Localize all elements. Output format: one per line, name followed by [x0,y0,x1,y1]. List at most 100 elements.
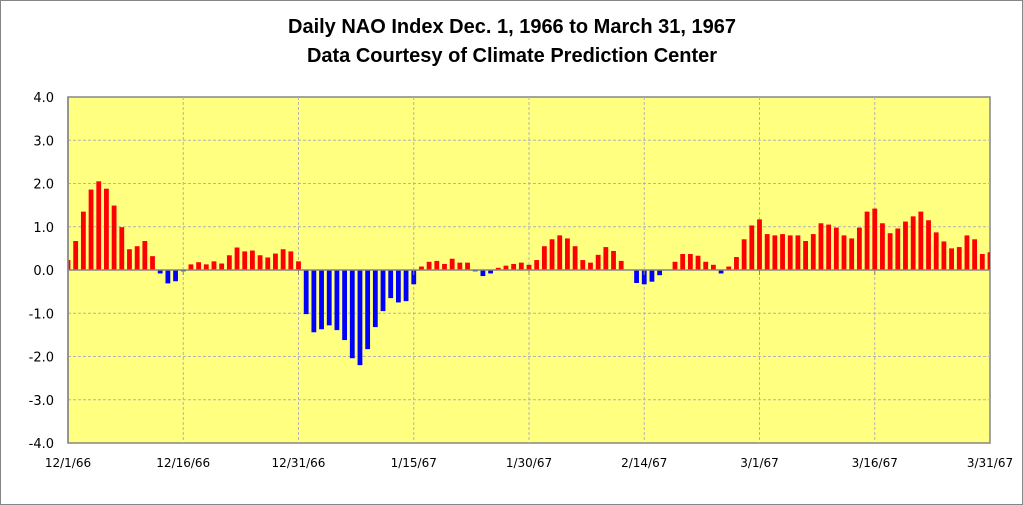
y-tick-label: -3.0 [29,394,54,409]
bar [818,223,824,270]
bar [657,270,663,276]
bar [588,262,593,270]
bar [488,270,493,274]
bar [672,261,678,270]
bar [68,260,71,270]
bar [349,270,355,359]
bar [234,247,240,270]
bar [119,227,125,270]
bar [910,216,916,270]
bar [979,253,985,270]
bar [687,253,693,270]
bar [949,248,954,270]
bar [549,239,555,270]
bar [449,258,455,270]
bar [518,262,524,270]
bar [503,265,509,270]
x-tick-label: 3/1/67 [740,456,779,470]
bar [357,270,363,366]
bar [780,234,785,270]
bar [680,253,686,270]
bar [534,260,540,270]
bar [250,250,255,270]
bar [480,270,486,277]
bar [280,249,286,270]
bar [442,263,447,270]
x-tick-label: 2/14/67 [621,456,667,470]
bar [127,249,132,270]
bar [526,264,532,270]
x-tick-label: 1/30/67 [506,456,552,470]
y-tick-label: -2.0 [29,351,54,366]
bar [541,246,547,270]
bar [557,235,563,270]
bar [495,267,501,270]
bar [380,270,386,312]
bar [849,238,855,270]
bar [134,246,140,270]
bar [211,261,217,270]
bar [188,264,194,270]
bar [388,270,394,299]
bar [572,246,578,270]
bar [841,235,847,270]
bar [311,270,317,333]
bar [634,270,639,283]
bar [242,251,248,270]
bar [296,261,301,270]
bar [434,260,440,270]
bar [334,270,340,331]
bar [903,221,908,270]
y-tick-label: 4.0 [33,91,54,106]
bar [150,256,155,270]
bar [611,250,616,270]
bar [649,270,655,282]
bar [826,224,832,270]
bar [419,266,424,270]
bar [142,241,148,270]
bar [711,264,716,270]
bar [641,270,647,285]
bar [73,241,79,270]
bar [810,234,816,270]
bar [104,188,109,270]
bar [803,241,808,270]
bar [403,270,409,302]
y-tick-label: 0.0 [33,264,54,279]
y-tick-label: 3.0 [33,134,54,149]
bar [265,257,271,270]
bar [257,255,263,270]
chart-title: Daily NAO Index Dec. 1, 1966 to March 31… [288,16,736,38]
bar [734,257,739,270]
bar [372,270,378,328]
bar [465,262,470,270]
bar [303,270,309,315]
bar [342,270,347,341]
bar [872,208,878,270]
bars [68,181,990,366]
bar [987,252,990,270]
bar [787,235,793,270]
bar [772,235,778,270]
bar [795,235,801,270]
bar [88,189,94,270]
bar [941,241,947,270]
chart-subtitle: Data Courtesy of Climate Prediction Cent… [307,45,717,67]
x-tick-label: 3/31/67 [967,456,1013,470]
bar [565,238,570,270]
bar [595,254,601,270]
bar [326,270,332,326]
bar [895,228,901,270]
bar [173,270,178,282]
bar [165,270,171,284]
bar [219,263,225,270]
bar [964,235,970,270]
bar [603,247,609,270]
bar [395,270,401,303]
x-tick-label: 1/15/67 [391,456,437,470]
bar [880,223,885,270]
x-tick-label: 12/16/66 [156,456,210,470]
y-tick-label: -4.0 [29,437,54,452]
bar [96,181,102,270]
